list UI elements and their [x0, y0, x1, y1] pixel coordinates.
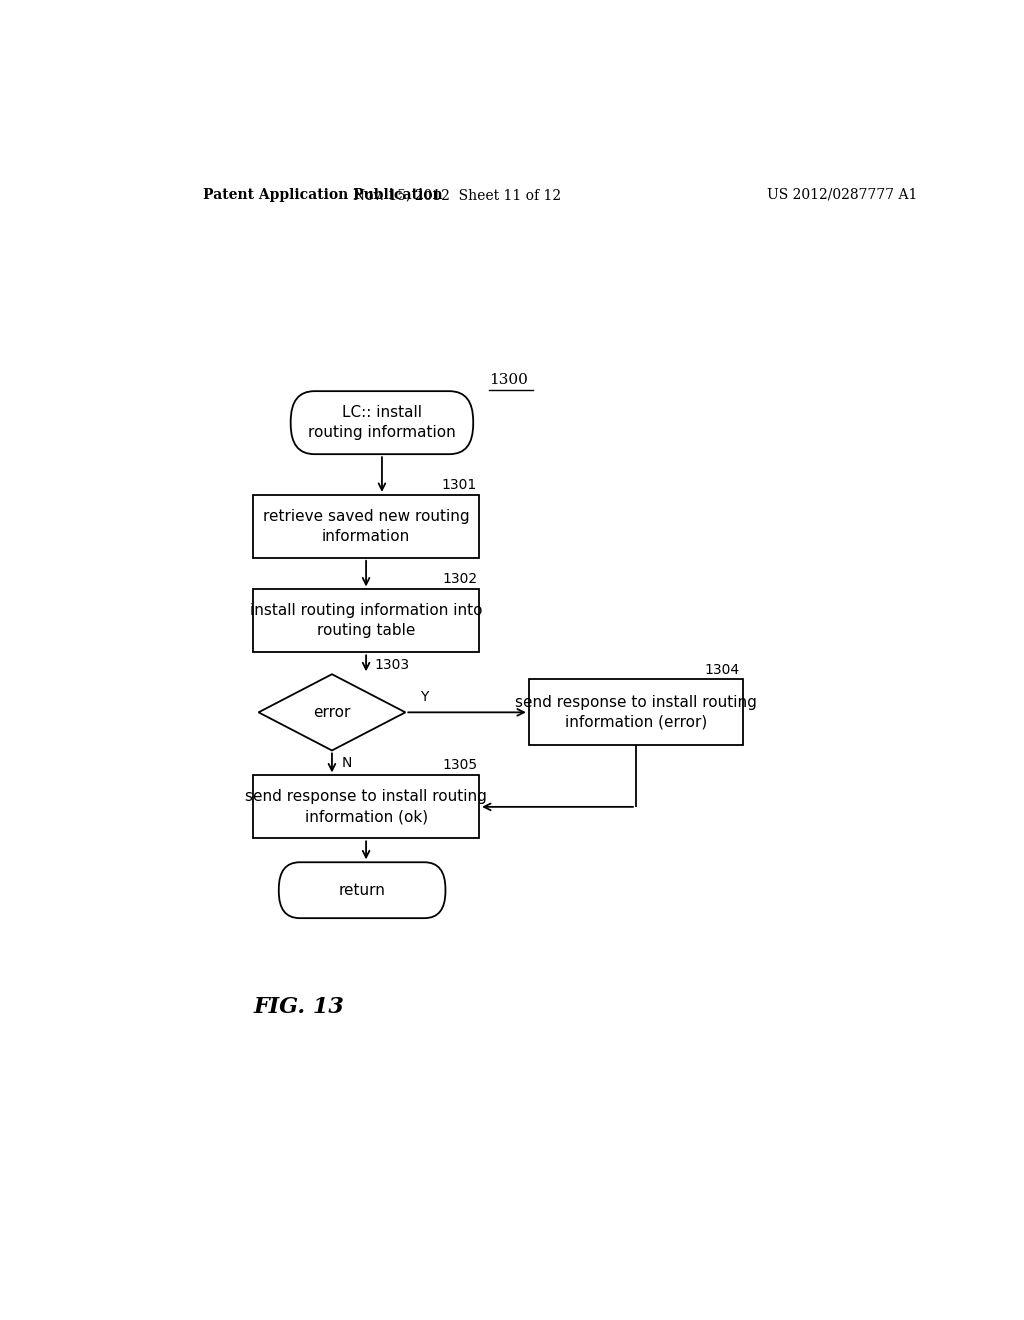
Text: US 2012/0287777 A1: US 2012/0287777 A1 [767, 187, 918, 202]
Text: FIG. 13: FIG. 13 [253, 997, 344, 1018]
FancyBboxPatch shape [291, 391, 473, 454]
Text: error: error [313, 705, 350, 719]
Text: Patent Application Publication: Patent Application Publication [204, 187, 443, 202]
Text: LC:: install
routing information: LC:: install routing information [308, 405, 456, 440]
FancyBboxPatch shape [253, 775, 479, 838]
Text: 1304: 1304 [703, 663, 739, 677]
FancyBboxPatch shape [253, 589, 479, 652]
Text: 1303: 1303 [375, 657, 410, 672]
FancyBboxPatch shape [528, 680, 743, 746]
Text: 1301: 1301 [442, 478, 477, 492]
Text: send response to install routing
information (ok): send response to install routing informa… [245, 789, 487, 824]
Text: return: return [339, 883, 386, 898]
Text: N: N [341, 756, 352, 770]
Text: install routing information into
routing table: install routing information into routing… [250, 603, 482, 639]
Text: retrieve saved new routing
information: retrieve saved new routing information [263, 510, 469, 544]
FancyBboxPatch shape [279, 862, 445, 919]
Text: Nov. 15, 2012  Sheet 11 of 12: Nov. 15, 2012 Sheet 11 of 12 [353, 187, 561, 202]
Text: Y: Y [420, 690, 428, 704]
Text: send response to install routing
information (error): send response to install routing informa… [515, 694, 757, 730]
FancyBboxPatch shape [253, 495, 479, 558]
Text: 1302: 1302 [442, 573, 477, 586]
Text: 1300: 1300 [489, 374, 528, 387]
Polygon shape [258, 675, 406, 751]
Text: 1305: 1305 [442, 758, 477, 772]
